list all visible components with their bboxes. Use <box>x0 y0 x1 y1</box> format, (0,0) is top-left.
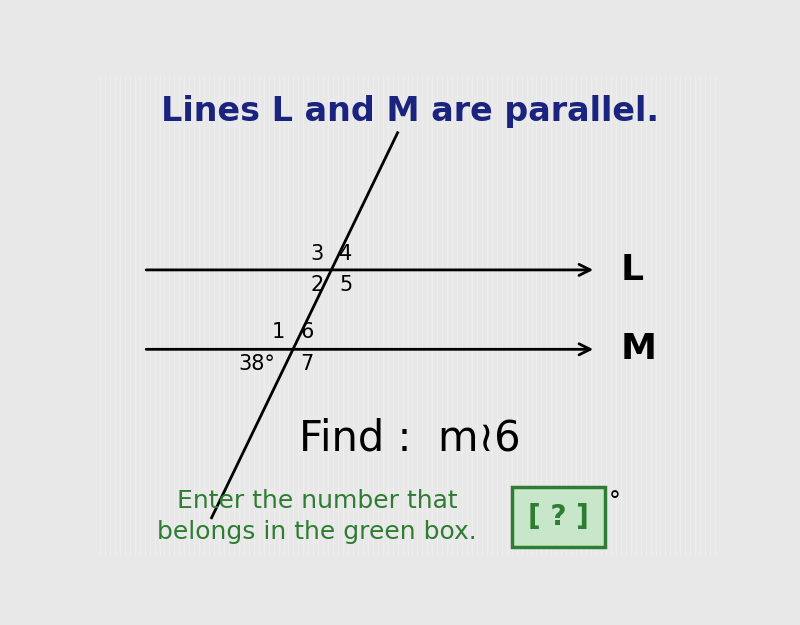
FancyBboxPatch shape <box>512 487 606 547</box>
Text: Find :  m≀6: Find : m≀6 <box>299 418 521 459</box>
Text: 3: 3 <box>310 244 323 264</box>
Text: 2: 2 <box>310 275 323 295</box>
Text: Lines L and M are parallel.: Lines L and M are parallel. <box>161 94 659 128</box>
Text: M: M <box>621 332 657 366</box>
Text: 7: 7 <box>301 354 314 374</box>
Text: °: ° <box>609 491 620 514</box>
Text: 38°: 38° <box>238 354 275 374</box>
Text: 5: 5 <box>339 275 352 295</box>
Text: belongs in the green box.: belongs in the green box. <box>157 520 477 544</box>
Text: [ ? ]: [ ? ] <box>528 503 590 531</box>
Text: 4: 4 <box>339 244 352 264</box>
Text: 6: 6 <box>301 322 314 342</box>
Text: L: L <box>621 253 644 287</box>
Text: 1: 1 <box>272 322 286 342</box>
Text: Enter the number that: Enter the number that <box>177 489 458 513</box>
